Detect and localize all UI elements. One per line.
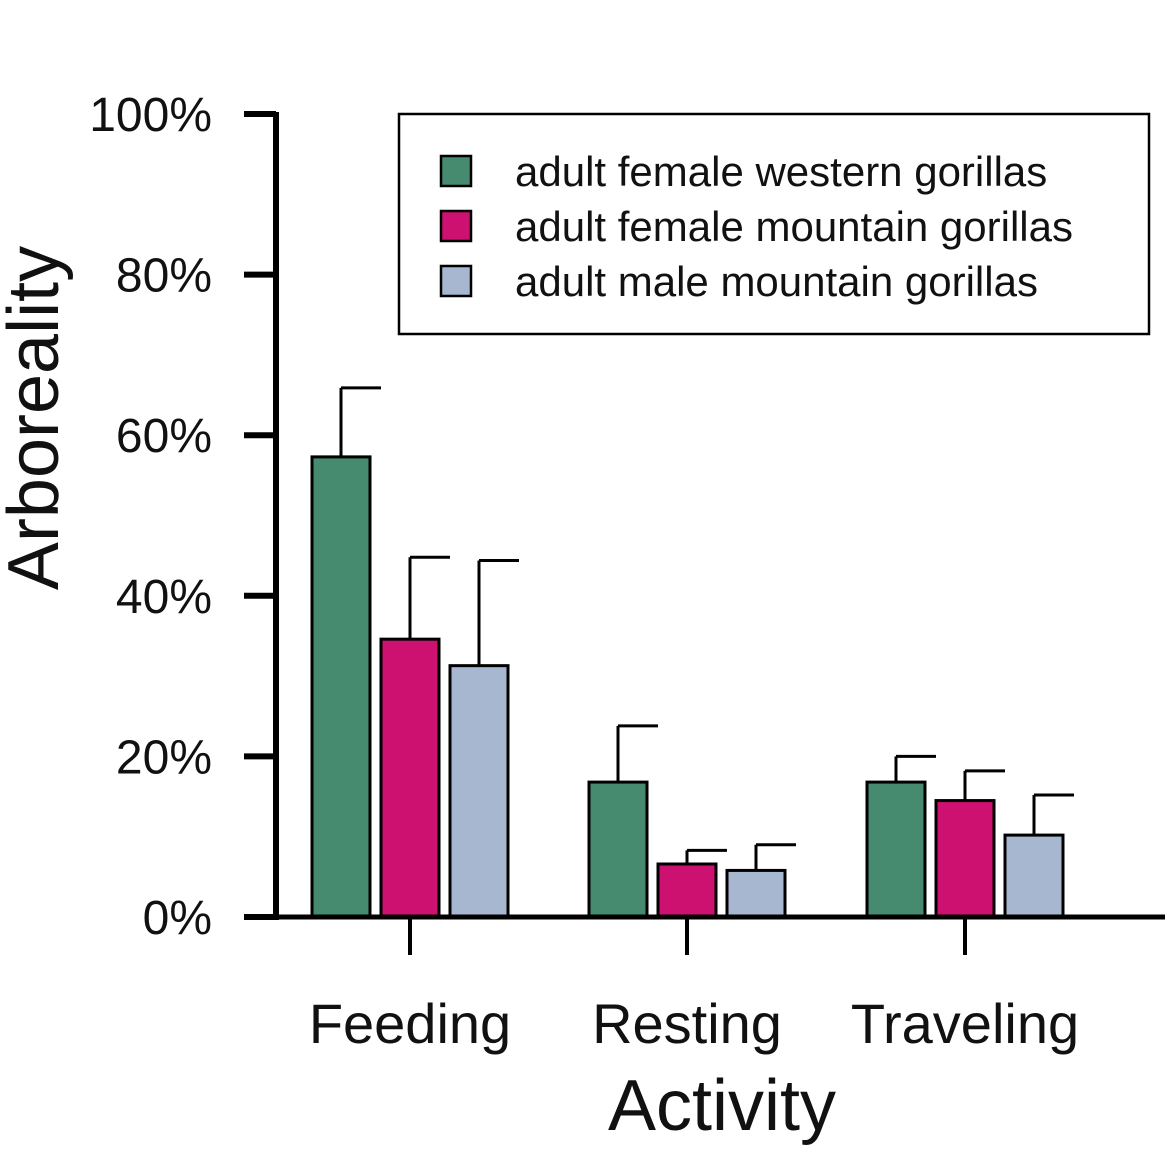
legend-label: adult female western gorillas [515,148,1047,195]
bar [448,664,510,919]
bar [934,799,996,919]
bars [310,455,1065,919]
y-tick-label: 40% [116,571,212,624]
x-category-label: Feeding [309,992,511,1055]
legend-label: adult female mountain gorillas [515,203,1073,250]
bar [587,780,649,919]
axes [273,112,1165,920]
bar [379,637,441,919]
bar [865,780,927,919]
legend-box [397,112,1151,336]
x-axis-title: Activity [608,1066,836,1146]
y-axis-ticks: 0% 20% 40% 60% 80% 100% [89,89,276,945]
legend-swatch [439,154,473,188]
x-category-label: Resting [592,992,782,1055]
bar [310,455,372,919]
y-tick-label: 60% [116,410,212,463]
legend-swatch [439,209,473,243]
bar [725,868,787,919]
error-bars [339,386,1074,871]
y-tick-label: 20% [116,731,212,784]
legend: adult female western gorillas adult femal… [397,112,1151,336]
legend-label: adult male mountain gorillas [515,258,1038,305]
y-tick-label: 80% [116,250,212,303]
bar [656,862,718,919]
y-axis-title: Arboreality [0,246,74,590]
x-category-label: Traveling [851,992,1079,1055]
bar [1003,833,1065,919]
x-axis-categories: Feeding Resting Traveling [309,917,1079,1055]
y-tick-label: 100% [89,89,212,142]
y-tick-label: 0% [143,892,212,945]
legend-swatch [439,264,473,298]
